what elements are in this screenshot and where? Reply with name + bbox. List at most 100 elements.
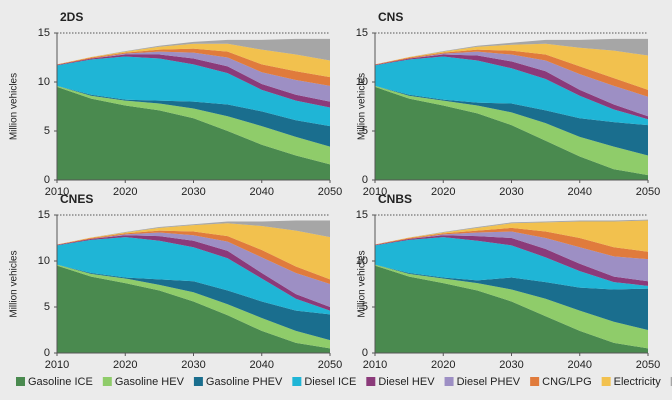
- legend-swatch: [16, 377, 25, 386]
- legend-label: Diesel PHEV: [457, 376, 521, 388]
- legend-item: Gasoline HEV: [102, 376, 185, 388]
- area: [375, 85, 648, 156]
- y-axis-label: Million vehicles: [9, 250, 20, 317]
- y-tick-label: 0: [362, 347, 368, 359]
- x-tick-label: 2020: [431, 359, 455, 371]
- legend-label: Diesel HEV: [378, 376, 435, 388]
- x-tick-label: 2040: [250, 359, 274, 371]
- area: [375, 51, 648, 117]
- area: [375, 231, 648, 282]
- y-axis-label: Million vehicles: [9, 73, 20, 140]
- legend-item: Gasoline ICE: [16, 376, 93, 388]
- legend-item: Electricity: [601, 376, 662, 388]
- area: [375, 220, 648, 252]
- area: [57, 223, 330, 280]
- panel-title: CNES: [60, 192, 93, 206]
- area: [57, 85, 330, 165]
- area: [57, 265, 330, 353]
- area: [57, 264, 330, 349]
- area: [375, 85, 648, 176]
- area: [375, 49, 648, 97]
- y-tick-label: 10: [356, 255, 368, 267]
- legend-item: Diesel HEV: [366, 376, 435, 388]
- area: [57, 230, 330, 284]
- y-tick-label: 5: [44, 301, 50, 313]
- y-tick-label: 15: [356, 27, 368, 39]
- area: [57, 54, 330, 108]
- legend-swatch: [444, 377, 454, 386]
- area: [375, 43, 648, 90]
- y-tick-label: 0: [44, 174, 50, 186]
- legend-item: Gasoline PHEV: [193, 376, 283, 388]
- x-tick-label: 2040: [568, 359, 592, 371]
- legend-swatch: [366, 377, 376, 386]
- legend-label: Electricity: [614, 376, 662, 388]
- panel-title: CNBS: [378, 192, 412, 206]
- legend-swatch: [292, 377, 302, 386]
- legend-label: CNG/LPG: [542, 376, 592, 388]
- area: [375, 54, 648, 120]
- y-tick-label: 10: [38, 76, 50, 88]
- area: [57, 43, 330, 78]
- y-axis-label: Million vehicles: [357, 73, 368, 140]
- x-tick-label: 2030: [499, 359, 523, 371]
- area: [57, 86, 330, 180]
- x-tick-label: 2030: [181, 359, 205, 371]
- area: [57, 85, 330, 147]
- area: [57, 237, 330, 315]
- area: [375, 38, 648, 65]
- legend-label: Gasoline ICE: [28, 376, 93, 388]
- area: [57, 38, 330, 65]
- x-tick-label: 2040: [250, 186, 274, 198]
- area: [375, 237, 648, 290]
- legend-swatch: [670, 377, 672, 386]
- legend-item: CNG/LPG: [530, 376, 592, 388]
- x-tick-label: 2050: [318, 359, 342, 371]
- area: [375, 86, 648, 180]
- y-axis-label: Million vehicles: [357, 250, 368, 317]
- area: [57, 51, 330, 102]
- area: [57, 220, 330, 245]
- panel-title: 2DS: [60, 10, 83, 24]
- area: [375, 265, 648, 353]
- x-tick-label: 2030: [181, 186, 205, 198]
- y-tick-label: 0: [362, 174, 368, 186]
- legend-swatch: [530, 377, 540, 386]
- y-tick-label: 15: [38, 209, 50, 221]
- x-tick-label: 2050: [636, 359, 660, 371]
- x-tick-label: 2020: [113, 186, 137, 198]
- x-tick-label: 2040: [568, 186, 592, 198]
- area: [375, 235, 648, 286]
- x-tick-label: 2020: [431, 186, 455, 198]
- x-tick-label: 2010: [45, 186, 69, 198]
- x-tick-label: 2050: [636, 186, 660, 198]
- area: [57, 56, 330, 127]
- area: [375, 264, 648, 330]
- area: [57, 264, 330, 341]
- legend-item: Diesel PHEV: [444, 376, 521, 388]
- legend-label: Gasoline PHEV: [206, 376, 283, 388]
- x-tick-label: 2050: [318, 186, 342, 198]
- x-tick-label: 2010: [363, 359, 387, 371]
- x-tick-label: 2030: [499, 186, 523, 198]
- y-tick-label: 5: [362, 125, 368, 137]
- legend-label: Gasoline HEV: [115, 376, 185, 388]
- area: [375, 56, 648, 126]
- y-tick-label: 10: [356, 76, 368, 88]
- legend-item: Hydrogen FCEV: [670, 377, 672, 386]
- y-tick-label: 10: [38, 255, 50, 267]
- area: [57, 48, 330, 86]
- area: [57, 232, 330, 307]
- legend-item: Diesel ICE: [292, 376, 356, 388]
- y-tick-label: 15: [38, 27, 50, 39]
- legend-swatch: [601, 377, 611, 386]
- y-tick-label: 5: [44, 125, 50, 137]
- area: [375, 264, 648, 349]
- y-tick-label: 0: [44, 347, 50, 359]
- y-tick-label: 15: [356, 209, 368, 221]
- panel-title: CNS: [378, 10, 403, 24]
- legend-label: Diesel ICE: [304, 376, 356, 388]
- legend-swatch: [102, 377, 112, 386]
- x-tick-label: 2010: [45, 359, 69, 371]
